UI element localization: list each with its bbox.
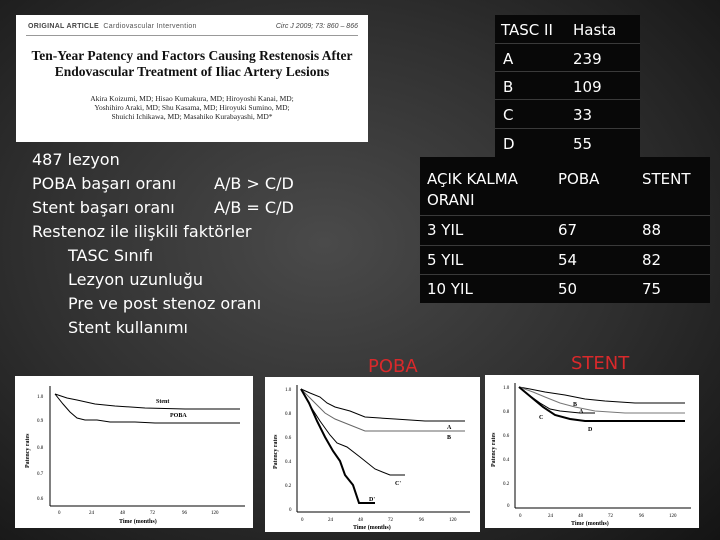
table-row: 10 YIL 50 75	[420, 274, 710, 304]
bullet-stenosis-ratio: Pre ve post stenoz oranı	[68, 294, 262, 313]
table-row: 3 YIL 67 88	[420, 215, 710, 246]
series-label-c: C	[539, 415, 543, 421]
tasc-header-patients: Hasta	[573, 21, 617, 39]
series-c-line	[300, 388, 405, 476]
kaplan-meier-plot-middle: 1.0 0.8 0.6 0.4 0.2 0 0 24 48 72 96 120 …	[265, 377, 480, 532]
tasc-header-class: TASC II	[501, 21, 553, 39]
y-axis-label: Patency rates	[25, 433, 31, 468]
patency-table: AÇIK KALMA ORANI POBA STENT 3 YIL 67 88 …	[420, 157, 710, 303]
tasc-table-header: TASC II Hasta	[495, 15, 640, 43]
bullet-text: 487 lezyon POBA başarı oranı A/B > C/D St…	[32, 148, 294, 340]
series-a-line	[518, 386, 685, 404]
svg-text:1.0: 1.0	[503, 386, 510, 391]
table-row: 5 YIL 54 82	[420, 245, 710, 275]
series-label-c: C'	[395, 481, 401, 487]
poba-series-line	[54, 393, 240, 424]
article-rule	[26, 35, 358, 36]
patency-table-header: AÇIK KALMA ORANI POBA STENT	[420, 157, 710, 215]
svg-text:72: 72	[150, 511, 156, 516]
bullet-restenosis-factors: Restenoz ile ilişkili faktörler	[32, 222, 252, 241]
svg-text:48: 48	[120, 511, 126, 516]
svg-text:1.0: 1.0	[37, 395, 44, 400]
stent-series-line	[54, 393, 240, 410]
svg-text:24: 24	[89, 511, 95, 516]
series-label-a: A	[579, 409, 584, 415]
svg-text:96: 96	[182, 511, 188, 516]
svg-text:1.0: 1.0	[285, 388, 292, 393]
svg-text:0.6: 0.6	[503, 434, 510, 439]
table-row: B 109	[495, 71, 640, 100]
series-d-line	[518, 386, 685, 422]
x-axis-label: Time (months)	[353, 524, 391, 531]
stent-label: STENT	[571, 353, 630, 374]
svg-text:0: 0	[289, 508, 292, 513]
svg-text:96: 96	[419, 518, 425, 523]
svg-text:0.6: 0.6	[285, 436, 292, 441]
svg-text:96: 96	[639, 514, 645, 519]
svg-text:0.2: 0.2	[285, 484, 292, 489]
x-axis-label: Time (months)	[571, 520, 609, 527]
series-d-line	[300, 388, 375, 504]
series-b-line	[518, 386, 685, 414]
series-label-b: B	[573, 402, 577, 408]
series-label-d: D	[588, 427, 593, 433]
svg-text:0.4: 0.4	[503, 458, 510, 463]
patency-header-label: AÇIK KALMA ORANI	[427, 170, 518, 209]
series-label-a: A	[447, 425, 452, 431]
kaplan-meier-plot-right: 1.0 0.8 0.6 0.4 0.2 0 0 24 48 72 96 120 …	[485, 375, 699, 528]
svg-text:0.7: 0.7	[37, 472, 44, 477]
table-row: A 239	[495, 43, 640, 72]
svg-text:0.2: 0.2	[503, 482, 510, 487]
bullet-stent-success: Stent başarı oranı A/B = C/D	[32, 198, 294, 217]
article-authors: Akira Koizumi, MD; Hisao Kumakura, MD; H…	[90, 94, 294, 121]
svg-text:0.8: 0.8	[37, 446, 44, 451]
svg-text:0.8: 0.8	[285, 412, 292, 417]
svg-text:72: 72	[388, 518, 394, 523]
svg-text:48: 48	[578, 514, 584, 519]
y-axis-label: Patency rates	[273, 434, 279, 469]
svg-text:24: 24	[328, 518, 334, 523]
svg-text:0: 0	[301, 518, 304, 523]
series-label-d: D'	[369, 497, 375, 503]
patency-header-poba: POBA	[558, 170, 600, 188]
svg-text:0: 0	[58, 511, 61, 516]
svg-text:0.9: 0.9	[37, 419, 44, 424]
x-axis-label: Time (months)	[119, 518, 157, 525]
article-title: Ten-Year Patency and Factors Causing Res…	[31, 48, 353, 79]
svg-text:120: 120	[669, 514, 677, 519]
tasc-table: TASC II Hasta A 239 B 109 C 33 D 55	[495, 15, 640, 157]
article-section-label: ORIGINAL ARTICLE Cardiovascular Interven…	[28, 23, 197, 30]
series-label-stent: Stent	[156, 399, 169, 405]
article-citation: Circ J 2009; 73: 860 – 866	[275, 23, 358, 30]
bullet-lesion-length: Lezyon uzunluğu	[68, 270, 204, 289]
bullet-stent-use: Stent kullanımı	[68, 318, 188, 337]
patency-header-stent: STENT	[642, 170, 691, 188]
bullet-poba-success: POBA başarı oranı A/B > C/D	[32, 174, 294, 193]
article-header-image: ORIGINAL ARTICLE Cardiovascular Interven…	[16, 15, 368, 142]
series-label-b: B	[447, 435, 451, 441]
svg-text:72: 72	[608, 514, 614, 519]
svg-text:24: 24	[548, 514, 554, 519]
svg-text:0: 0	[519, 514, 522, 519]
svg-text:0.8: 0.8	[503, 410, 510, 415]
table-row: D 55	[495, 128, 640, 158]
series-b-line	[300, 388, 465, 432]
svg-text:0.4: 0.4	[285, 460, 292, 465]
bullet-lesion-count: 487 lezyon	[32, 150, 120, 169]
svg-text:120: 120	[211, 511, 219, 516]
poba-label: POBA	[368, 356, 418, 377]
kaplan-meier-plot-left: 1.0 0.9 0.8 0.7 0.6 0 24 48 72 96 120 Ti…	[15, 376, 253, 528]
svg-text:48: 48	[358, 518, 364, 523]
series-a-line	[300, 388, 465, 422]
table-row: C 33	[495, 99, 640, 129]
bullet-tasc-class: TASC Sınıfı	[68, 246, 154, 265]
svg-text:120: 120	[449, 518, 457, 523]
svg-text:0.6: 0.6	[37, 497, 44, 502]
y-axis-label: Patency rates	[491, 432, 497, 467]
series-label-poba: POBA	[170, 413, 187, 419]
svg-text:0: 0	[507, 504, 510, 509]
